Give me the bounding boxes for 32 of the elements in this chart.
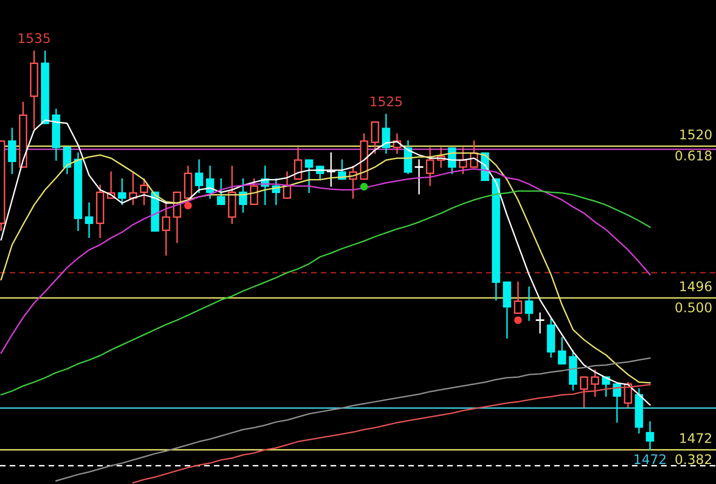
candlestick (118, 178, 126, 206)
candlestick (326, 152, 336, 187)
candlestick (84, 202, 94, 238)
annotation: 1472 (634, 454, 666, 464)
candlestick (514, 281, 522, 314)
candlestick (536, 312, 544, 334)
candlestick (216, 178, 226, 206)
candlestick (646, 421, 654, 451)
candlestick (370, 121, 380, 154)
candlestick (250, 178, 258, 206)
candlestick (580, 376, 588, 408)
candlestick (414, 159, 424, 194)
ref-line-label: 1520 (680, 129, 712, 140)
annotation: 0.500 (676, 302, 712, 312)
candlestick (304, 159, 314, 194)
candlestick (8, 128, 16, 174)
annotation: 1535 (18, 33, 50, 44)
candlestick (524, 286, 534, 321)
annotation: 1525 (370, 96, 402, 106)
ref-line-label: 1472 (680, 433, 712, 443)
candlestick (140, 178, 148, 206)
annotation: 0.618 (676, 150, 712, 161)
candlestick (558, 337, 566, 364)
candlestick (194, 159, 204, 194)
ref-line-label: 1496 (680, 281, 712, 292)
candlestick (590, 369, 600, 397)
candlestick (426, 147, 434, 186)
candlestick (162, 202, 170, 256)
candlestick (294, 147, 302, 180)
candlestick (382, 114, 390, 154)
annotation: 0.382 (676, 454, 712, 464)
candlestick (62, 146, 72, 174)
